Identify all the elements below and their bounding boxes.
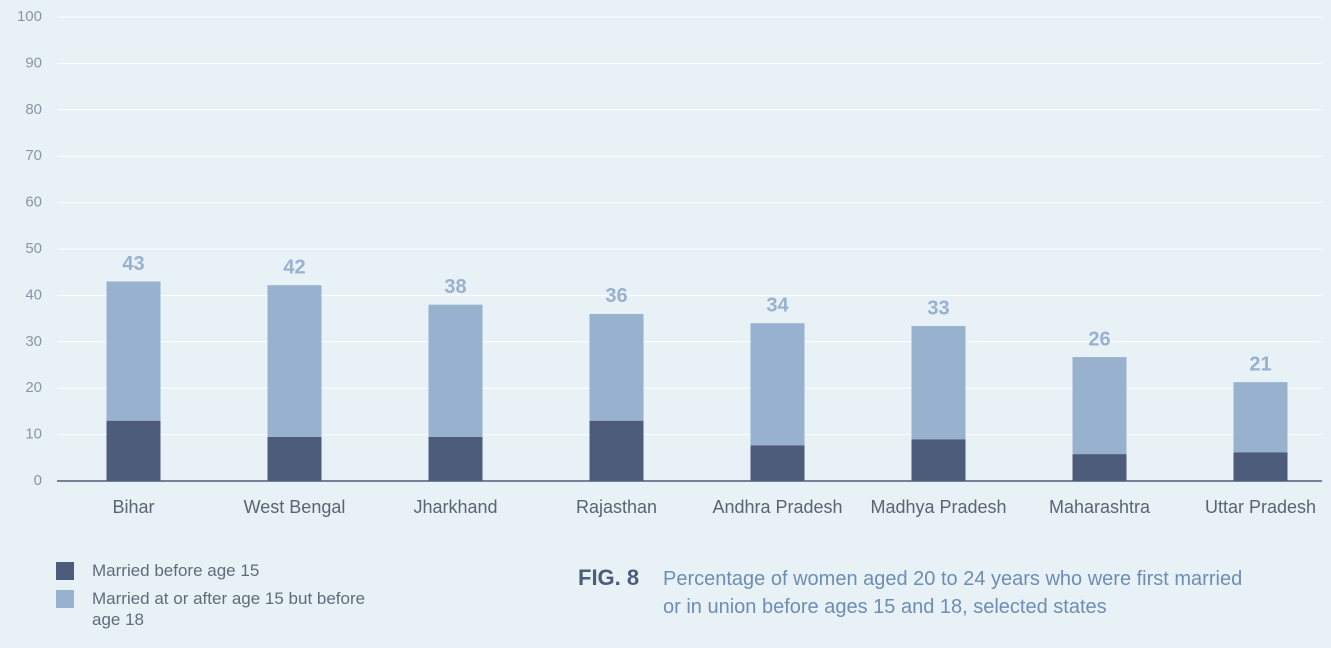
x-tick-label: Uttar Pradesh bbox=[1205, 497, 1316, 517]
figure-label: FIG. 8 bbox=[578, 565, 640, 590]
bar-segment bbox=[750, 323, 805, 446]
bar-segment bbox=[428, 436, 483, 481]
total-label: 26 bbox=[1088, 328, 1110, 350]
x-tick-label: Madhya Pradesh bbox=[870, 497, 1006, 517]
x-tick-label: Maharashtra bbox=[1049, 497, 1151, 517]
legend-label: Married at or after age 15 but before ag… bbox=[92, 589, 366, 629]
y-tick-label: 40 bbox=[25, 286, 42, 303]
y-tick-label: 60 bbox=[25, 194, 42, 211]
total-label: 42 bbox=[283, 256, 305, 278]
x-tick-label: West Bengal bbox=[244, 497, 346, 517]
y-tick-label: 50 bbox=[25, 240, 42, 257]
bar-segment bbox=[589, 313, 644, 421]
total-label: 38 bbox=[444, 276, 466, 298]
chart: 0 10 20 30 40 50 60 70 80 90 100 43 Bihar 42 West Beng… bbox=[17, 8, 1322, 517]
y-tick-label: 70 bbox=[25, 147, 42, 164]
bar-segment bbox=[428, 304, 483, 437]
bar-segment bbox=[1072, 454, 1127, 481]
legend-swatch bbox=[56, 562, 74, 580]
total-label: 33 bbox=[927, 297, 949, 319]
caption-text: Percentage of women aged 20 to 24 years … bbox=[663, 568, 1243, 618]
y-tick-label: 10 bbox=[25, 426, 42, 443]
legend-swatch bbox=[56, 590, 74, 608]
bar-segment bbox=[1233, 452, 1288, 481]
bar-segment bbox=[106, 281, 161, 421]
y-tick-label: 80 bbox=[25, 101, 42, 118]
bar-segment bbox=[589, 420, 644, 481]
legend-item: Married before age 15 bbox=[56, 560, 386, 581]
y-tick-label: 30 bbox=[25, 333, 42, 350]
legend-item: Married at or after age 15 but before ag… bbox=[56, 588, 386, 630]
y-tick-label: 0 bbox=[34, 472, 42, 489]
bar-segment bbox=[1233, 382, 1288, 453]
bar-segment bbox=[106, 420, 161, 481]
total-label: 36 bbox=[605, 285, 627, 307]
total-label: 43 bbox=[122, 253, 144, 275]
bar-segment bbox=[911, 439, 966, 481]
total-label: 34 bbox=[766, 295, 789, 317]
x-tick-label: Rajasthan bbox=[576, 497, 657, 517]
legend: Married before age 15 Married at or after… bbox=[56, 560, 386, 637]
y-tick-label: 90 bbox=[25, 54, 42, 71]
bar-segment bbox=[267, 436, 322, 481]
y-tick-label: 100 bbox=[17, 8, 42, 25]
bar-segment bbox=[911, 326, 966, 440]
x-tick-label: Andhra Pradesh bbox=[712, 497, 842, 517]
legend-label: Married before age 15 bbox=[92, 561, 260, 580]
x-tick-label: Bihar bbox=[112, 497, 154, 517]
total-label: 21 bbox=[1249, 353, 1271, 375]
bar-segment bbox=[267, 285, 322, 437]
bar-segment bbox=[1072, 357, 1127, 455]
bar-segment bbox=[750, 445, 805, 481]
y-tick-label: 20 bbox=[25, 379, 42, 396]
x-tick-label: Jharkhand bbox=[413, 497, 497, 517]
